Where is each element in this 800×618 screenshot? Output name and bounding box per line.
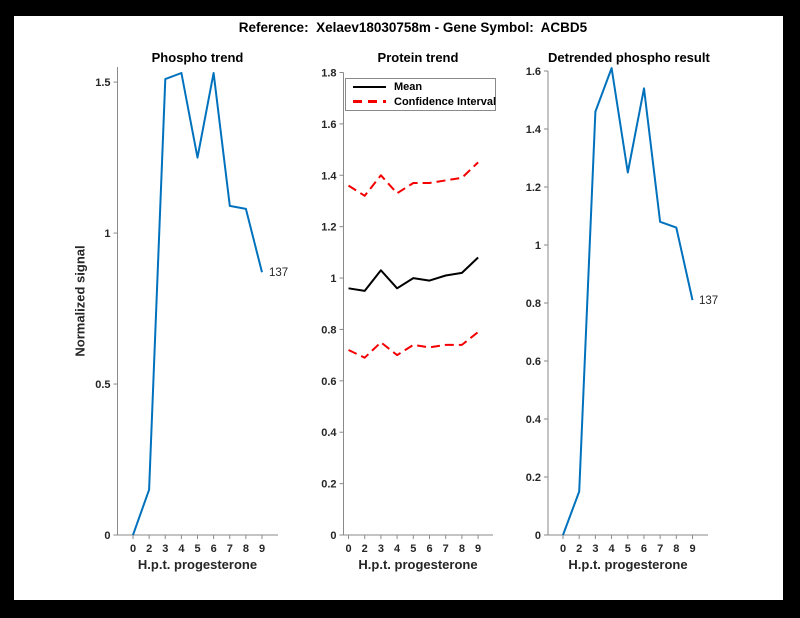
y-tick-label: 0.2 xyxy=(321,479,336,491)
x-tick-label: 7 xyxy=(227,543,233,555)
x-tick-label: 4 xyxy=(609,543,616,555)
y-tick-label: 0.2 xyxy=(526,472,541,484)
x-tick-label: 6 xyxy=(211,543,217,555)
confidence-interval-line-sample-icon xyxy=(353,100,386,103)
y-tick-label: 1.2 xyxy=(321,222,336,234)
x-tick-label: 3 xyxy=(378,543,384,555)
series-confidence-interval-upper xyxy=(347,161,479,197)
legend-item-mean: Mean xyxy=(346,80,495,94)
axes-spines xyxy=(343,72,493,536)
y-tick-label: 0.8 xyxy=(321,324,336,336)
y-tick-label: 0 xyxy=(535,530,541,542)
y-tick-label: 0 xyxy=(104,530,110,542)
x-tick-label: 0 xyxy=(130,543,136,555)
y-tick-label: 1.2 xyxy=(526,182,541,194)
y-tick-label: 0.4 xyxy=(321,427,337,439)
figure-canvas xyxy=(14,16,783,600)
axes-spines xyxy=(547,71,708,536)
x-tick-label: 3 xyxy=(592,543,598,555)
y-tick-label: 0.5 xyxy=(95,379,110,391)
y-tick-label: 0.6 xyxy=(526,356,541,368)
x-axis-label-phospho: H.p.t. progesterone xyxy=(137,557,258,572)
legend-item-confidence-interval: Confidence Interval xyxy=(346,95,497,109)
x-tick-label: 2 xyxy=(146,543,152,555)
protein-trend-title: Protein trend xyxy=(377,50,459,65)
series-mean xyxy=(348,256,479,292)
x-tick-label: 7 xyxy=(443,543,449,555)
x-tick-label: 2 xyxy=(576,543,582,555)
x-tick-label: 6 xyxy=(426,543,432,555)
x-tick-label: 5 xyxy=(625,543,631,555)
x-tick-label: 9 xyxy=(689,543,695,555)
y-tick-label: 0.6 xyxy=(321,376,336,388)
y-axis-label: Normalized signal xyxy=(72,245,88,357)
y-tick-label: 1 xyxy=(330,273,336,285)
y-tick-label: 0.4 xyxy=(526,414,542,426)
y-tick-label: 1.4 xyxy=(321,170,337,182)
x-tick-label: 2 xyxy=(362,543,368,555)
y-tick-label: 1.6 xyxy=(526,66,541,78)
detrended-phospho-title: Detrended phospho result xyxy=(548,50,710,65)
x-tick-label: 7 xyxy=(657,543,663,555)
x-tick-label: 8 xyxy=(459,543,465,555)
series-phospho-signal xyxy=(132,72,263,536)
y-tick-label: 0 xyxy=(330,530,336,542)
plot-phospho-trend: 00.511.50 2 3 4 5 6 7 8 9 xyxy=(95,67,278,555)
phospho-endpoint-count-label: 137 xyxy=(269,267,289,279)
x-tick-label: 0 xyxy=(345,543,351,555)
figure-title: Reference: Xelaev18030758m - Gene Symbol… xyxy=(238,20,588,35)
plot-protein-trend: 00.20.40.60.811.21.41.61.80 2 3 4 5 6 7 8 9 xyxy=(321,68,493,555)
x-tick-label: 5 xyxy=(410,543,416,555)
series-detrended-phospho-signal xyxy=(562,67,694,536)
y-tick-label: 1.8 xyxy=(321,68,336,80)
y-tick-label: 1 xyxy=(535,240,541,252)
x-tick-label: 4 xyxy=(394,543,401,555)
x-tick-label: 6 xyxy=(641,543,647,555)
legend: Mean Confidence Interval xyxy=(345,78,496,111)
legend-confidence-interval-label: Confidence Interval xyxy=(394,95,497,108)
y-tick-label: 1.6 xyxy=(321,119,336,131)
y-tick-label: 0.8 xyxy=(526,298,541,310)
phospho-trend-title: Phospho trend xyxy=(151,50,244,65)
y-tick-label: 1.4 xyxy=(526,124,542,136)
series-confidence-interval-lower xyxy=(348,331,479,359)
mean-line-sample-icon xyxy=(353,86,386,89)
x-axis-label-detrended: H.p.t. progesterone xyxy=(568,557,688,572)
y-tick-label: 1 xyxy=(104,228,110,240)
x-tick-label: 5 xyxy=(194,543,200,555)
plot-detrended-phospho-result: 00.20.40.60.811.21.41.60 2 3 4 5 6 7 8 9 xyxy=(526,66,708,555)
x-tick-label: 3 xyxy=(162,543,168,555)
detrended-endpoint-count-label: 137 xyxy=(699,295,719,307)
x-tick-label: 8 xyxy=(243,543,249,555)
x-tick-label: 4 xyxy=(178,543,185,555)
axes-spines xyxy=(117,67,278,536)
y-tick-label: 1.5 xyxy=(95,77,110,89)
x-tick-label: 0 xyxy=(560,543,566,555)
x-axis-label-protein: H.p.t. progesterone xyxy=(358,557,478,572)
x-tick-label: 9 xyxy=(259,543,265,555)
x-tick-label: 8 xyxy=(673,543,679,555)
legend-mean-label: Mean xyxy=(394,81,423,94)
x-tick-label: 9 xyxy=(475,543,481,555)
